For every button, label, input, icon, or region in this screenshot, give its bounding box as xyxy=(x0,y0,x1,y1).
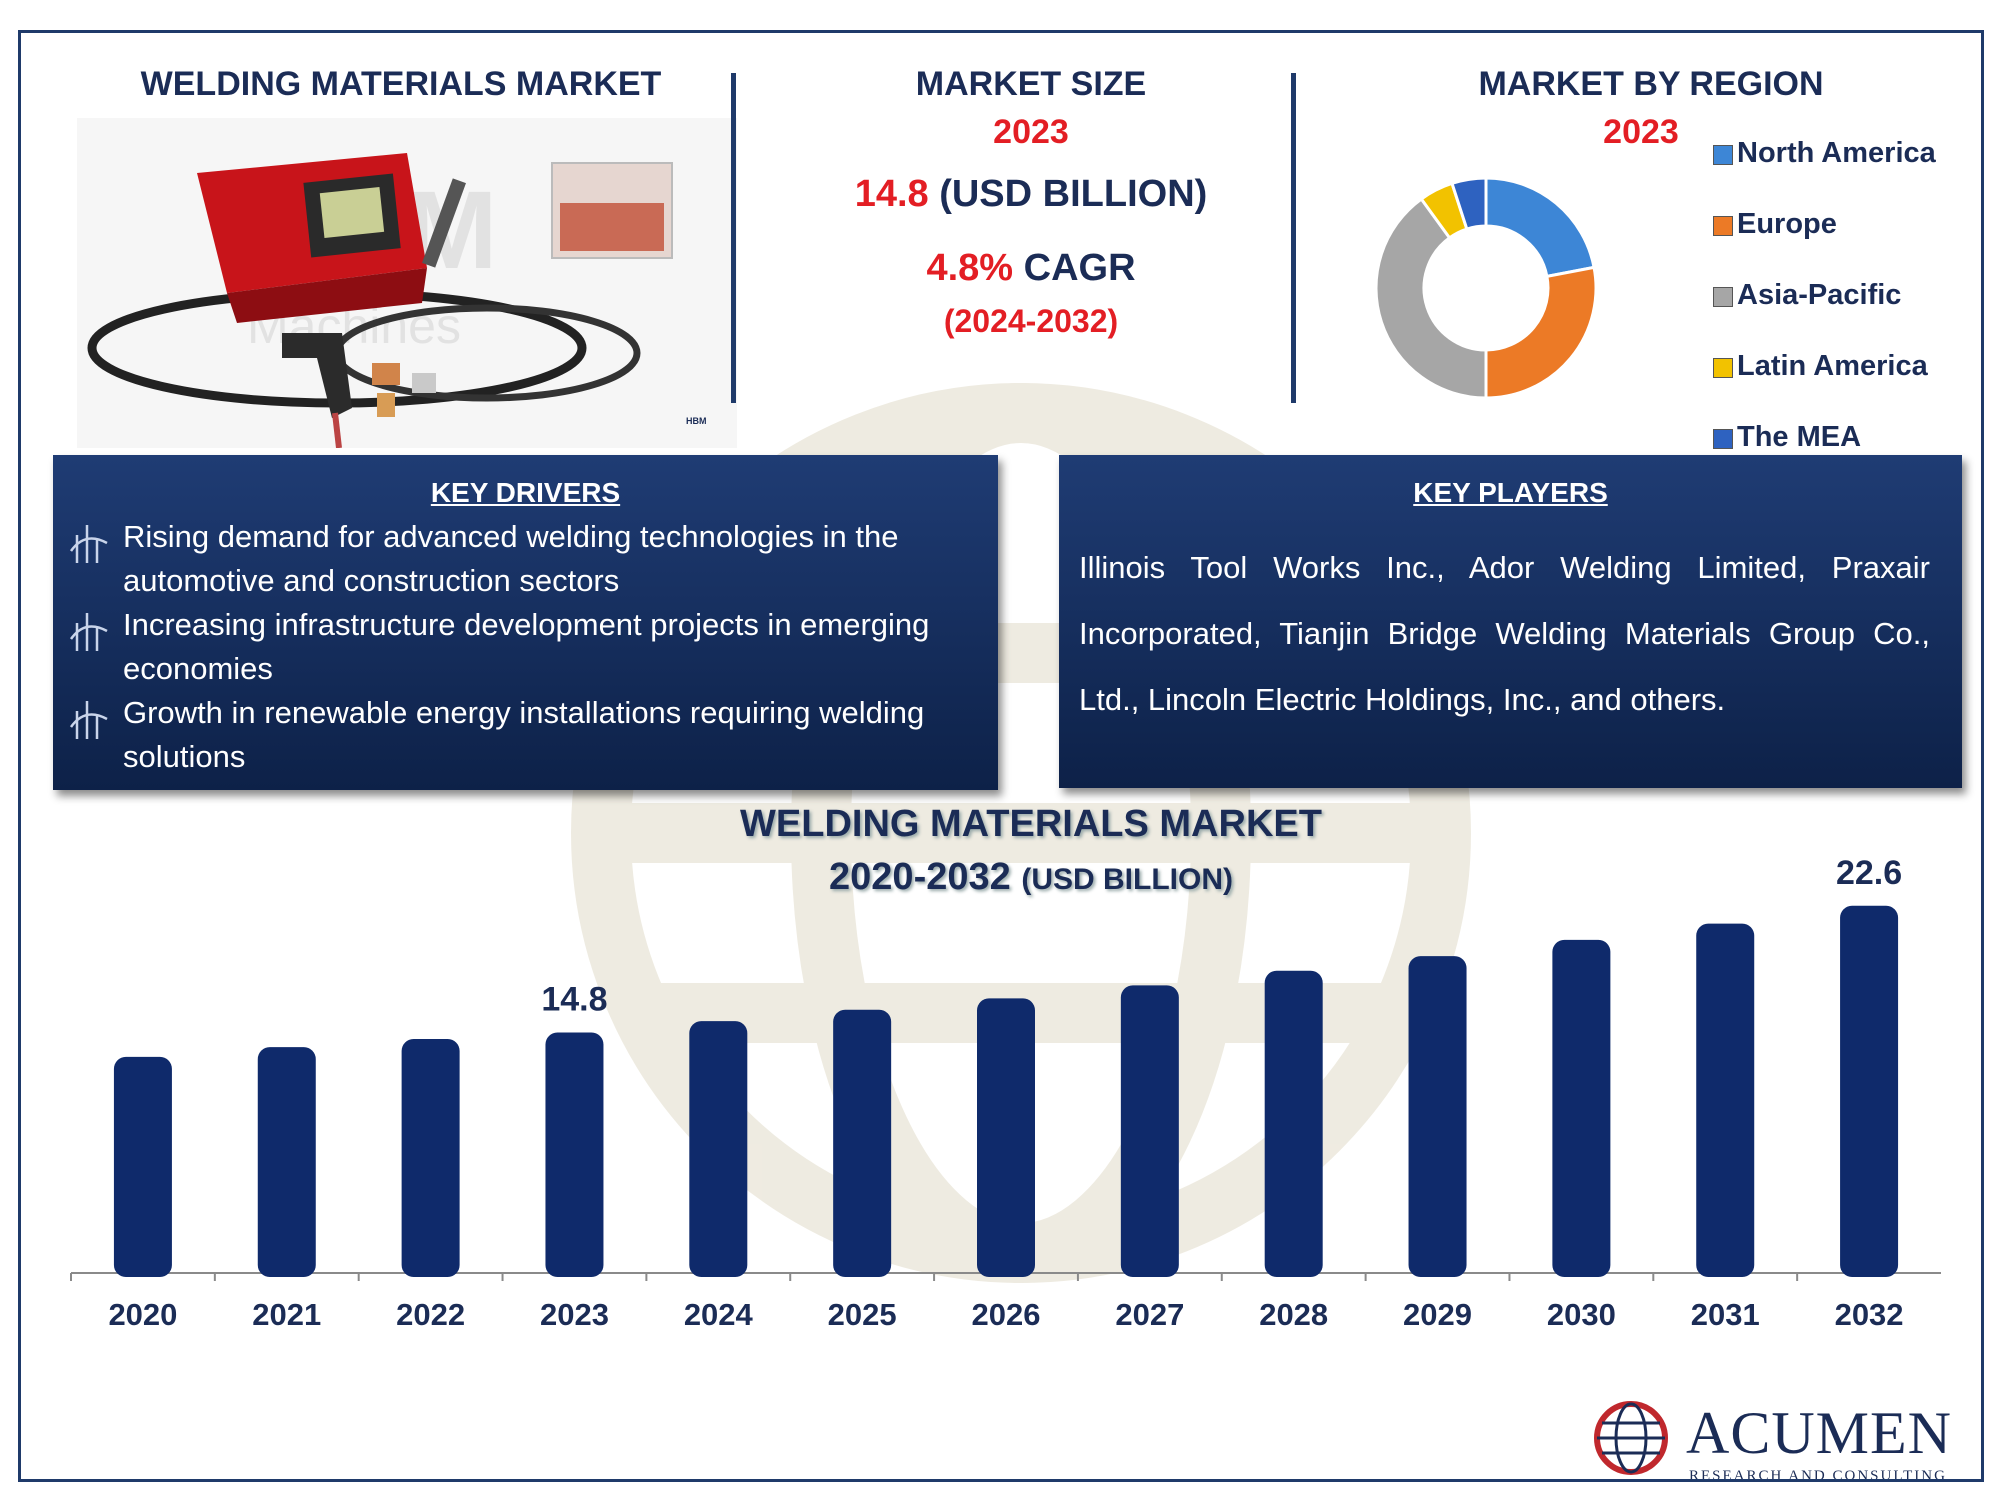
key-drivers-title: KEY DRIVERS xyxy=(430,477,621,508)
acumen-logo-text: ACUMEN xyxy=(1686,1400,1953,1466)
legend-label: Latin America xyxy=(1737,350,1928,382)
donut-slice xyxy=(1484,265,1598,400)
x-tick-label: 2028 xyxy=(1259,1297,1328,1332)
bar-2022 xyxy=(401,1039,460,1277)
x-tick-label: 2023 xyxy=(540,1297,609,1332)
legend-item: Europe xyxy=(1713,208,1837,241)
chart-subtitle-years: 2020-2032 xyxy=(829,856,1011,898)
bar-2023 xyxy=(545,1032,604,1277)
key-players-title: KEY PLAYERS xyxy=(1413,477,1608,508)
x-tick-label: 2030 xyxy=(1547,1297,1616,1332)
legend-swatch xyxy=(1713,145,1733,165)
image-tag: HBM xyxy=(686,416,707,426)
bar-2030 xyxy=(1552,939,1611,1277)
legend-swatch xyxy=(1713,429,1733,449)
cagr-period: (2024-2032) xyxy=(943,303,1119,339)
bar-2032 xyxy=(1840,905,1899,1277)
legend-item: North America xyxy=(1713,137,1936,170)
divider-right xyxy=(1291,73,1296,403)
x-tick-label: 2031 xyxy=(1691,1297,1760,1332)
region-year: 2023 xyxy=(1603,113,1679,151)
key-players-text: Illinois Tool Works Inc., Ador Welding L… xyxy=(1079,550,1930,717)
infographic-frame: WELDING MATERIALS MARKET HBM Machines HB… xyxy=(18,30,1984,1482)
bar-2031 xyxy=(1696,923,1755,1277)
market-size-number: 14.8 xyxy=(854,173,929,215)
key-driver-item: Growth in renewable energy installations… xyxy=(123,695,925,774)
acumen-logo-subtitle: RESEARCH AND CONSULTING xyxy=(1689,1468,1947,1482)
bar-2024 xyxy=(689,1021,748,1277)
legend-swatch xyxy=(1713,287,1733,307)
donut-slice xyxy=(1450,176,1488,231)
key-drivers-panel: KEY DRIVERS Rising demand for advanced w… xyxy=(53,455,998,790)
donut-slice xyxy=(1374,196,1488,400)
legend-swatch xyxy=(1713,358,1733,378)
bar-2025 xyxy=(833,1009,892,1277)
welding-machine-image: HBM Machines xyxy=(77,118,737,448)
x-tick-label: 2024 xyxy=(684,1297,754,1332)
legend-item: Latin America xyxy=(1713,350,1928,383)
legend-label: Asia-Pacific xyxy=(1737,279,1902,311)
cagr-value: 4.8% xyxy=(926,247,1014,289)
chart-subtitle-unit: (USD BILLION) xyxy=(1021,863,1233,896)
market-size-unit: (USD BILLION) xyxy=(928,173,1208,215)
x-tick-label: 2025 xyxy=(828,1297,897,1332)
bar-2028 xyxy=(1264,970,1323,1277)
chart-subtitle: 2020-2032 (USD BILLION) xyxy=(701,856,1361,899)
x-tick-label: 2021 xyxy=(252,1297,321,1332)
acumen-globe-icon xyxy=(1594,1401,1668,1475)
key-driver-item: Rising demand for advanced welding techn… xyxy=(123,519,899,598)
key-driver-item: Increasing infrastructure development pr… xyxy=(123,607,930,686)
legend-label: Europe xyxy=(1737,208,1837,240)
legend-swatch xyxy=(1713,216,1733,236)
data-label-2032: 22.6 xyxy=(1836,854,1902,892)
bar-2027 xyxy=(1120,985,1179,1277)
growth-icon xyxy=(69,701,108,739)
market-size-value: 14.8 (USD BILLION) xyxy=(791,173,1271,216)
divider-left xyxy=(731,73,736,403)
bar-2020 xyxy=(113,1056,172,1277)
legend-item: The MEA xyxy=(1713,421,1862,454)
key-players-panel: KEY PLAYERS Illinois Tool Works Inc., Ad… xyxy=(1059,455,1962,788)
data-label-2023: 14.8 xyxy=(541,981,607,1019)
legend-label: North America xyxy=(1737,137,1936,169)
region-title: MARKET BY REGION xyxy=(1478,65,1824,103)
x-tick-label: 2032 xyxy=(1835,1297,1904,1332)
market-size-year: 2023 xyxy=(993,113,1069,151)
growth-icon xyxy=(69,525,108,563)
chart-title: WELDING MATERIALS MARKET xyxy=(740,803,1322,845)
x-tick-label: 2022 xyxy=(396,1297,465,1332)
x-tick-label: 2020 xyxy=(108,1297,177,1332)
bar-2021 xyxy=(257,1047,316,1277)
left-title: WELDING MATERIALS MARKET xyxy=(140,65,662,103)
cagr: 4.8% CAGR xyxy=(791,247,1271,290)
bar-chart: 2020 2021 2022 2023 14.8 2024 2025 2026 2027 2028… xyxy=(70,854,1941,1332)
cagr-label: CAGR xyxy=(1013,247,1136,289)
x-tick-label: 2027 xyxy=(1115,1297,1184,1332)
legend-label: The MEA xyxy=(1737,421,1862,453)
bar-2026 xyxy=(977,998,1035,1277)
x-tick-label: 2026 xyxy=(972,1297,1041,1332)
region-donut-chart xyxy=(1374,176,1598,400)
legend-item: Asia-Pacific xyxy=(1713,279,1902,312)
bar-2029 xyxy=(1408,956,1467,1277)
x-tick-label: 2029 xyxy=(1403,1297,1472,1332)
market-size-title: MARKET SIZE xyxy=(915,65,1147,103)
growth-icon xyxy=(69,613,108,651)
